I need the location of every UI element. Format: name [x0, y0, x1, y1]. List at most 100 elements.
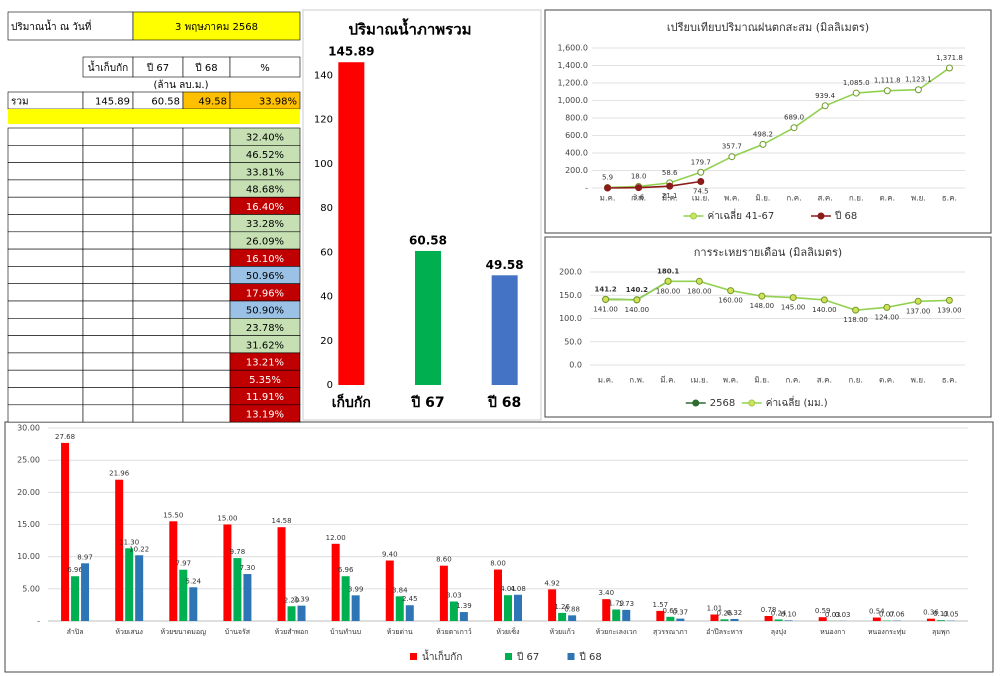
value-label: 140.00 [625, 306, 650, 314]
table-value: 0.03 [158, 375, 180, 386]
x-tick-label: ก.ค. [785, 376, 800, 385]
value-label: 8.00 [490, 560, 506, 568]
value-label: 0.65 [663, 607, 679, 615]
table-cell [229, 404, 301, 423]
table-value: 17.96% [246, 288, 284, 299]
value-label: 8.97 [77, 553, 93, 561]
point [697, 177, 705, 185]
x-tick-label: มี.ค. [662, 194, 678, 203]
bar [338, 62, 365, 385]
chart-title: การระเหยรายเดือน (มิลลิเมตร) [694, 246, 842, 259]
point [883, 303, 891, 311]
value-label: 74.5 [693, 187, 709, 195]
bar [287, 606, 296, 621]
value-label: 5.24 [185, 577, 201, 585]
value-label: 3.40 [598, 589, 614, 597]
table-value: 0.65 [158, 323, 180, 334]
y-tick-label: 1,400.0 [557, 61, 588, 70]
row-name: ห้วยตาเกาว์ [11, 253, 62, 265]
y-tick-label: 20.00 [17, 488, 40, 497]
unit-label: (ล้าน ลบ.ม.) [154, 79, 209, 91]
table-value: 23.78% [246, 323, 284, 334]
value-label: 4.01 [500, 585, 516, 593]
table-value: 13.21% [246, 358, 284, 369]
y-tick-label: - [585, 184, 588, 193]
x-tick-label: ลุมพุก [932, 628, 950, 636]
value-label: 6.96 [67, 566, 83, 574]
value-label: 0.05 [943, 611, 959, 619]
bar [81, 563, 90, 621]
bar [548, 589, 557, 621]
x-tick-label: ห้วยแก้ว [549, 628, 574, 636]
point [695, 277, 703, 285]
table-value: 3.03 [158, 254, 180, 265]
row-name: ลุงปุง [11, 358, 33, 369]
x-tick-label: ห้วยกะเลงเวก [596, 628, 637, 636]
table-value: 9.78 [158, 185, 180, 196]
y-tick-label: 20 [320, 336, 333, 347]
table-value: 11.30 [151, 150, 180, 161]
y-tick-label: 0 [327, 380, 333, 391]
y-tick-label: 150.0 [559, 291, 582, 300]
table-value: 0.05 [205, 409, 227, 420]
table-value: 1.73 [205, 306, 227, 317]
table-value: 1.01 [108, 340, 130, 351]
row-name: หนองกา [11, 375, 47, 386]
legend-label: ค่าเฉลี่ย 41-67 [708, 208, 775, 222]
table-value: 1.57 [108, 323, 130, 334]
table-value: 27.68 [101, 133, 130, 144]
point [914, 297, 922, 305]
bar [656, 610, 665, 621]
value-label: 2.29 [284, 596, 300, 604]
x-tick-label: ลุงปุง [771, 628, 787, 636]
point [758, 292, 766, 300]
y-tick-label: 0.0 [569, 361, 582, 370]
x-tick-label: บ้านจรัส [225, 628, 251, 636]
bar [189, 587, 198, 621]
x-tick-label: พ.ย. [911, 376, 926, 385]
line [607, 67, 950, 189]
row-name: ลุมพุก [11, 409, 36, 420]
value-label: 7.30 [240, 564, 256, 572]
value-label: 18.0 [631, 172, 647, 180]
value-label: 180.00 [687, 287, 712, 295]
table-value: 0.88 [205, 288, 227, 299]
table-value: 1.26 [158, 288, 180, 299]
bar [415, 250, 441, 385]
total-cell: รวม [11, 97, 29, 108]
value-label: 58.6 [662, 169, 678, 177]
table-value: 46.52% [246, 150, 284, 161]
table-value: 12.00 [101, 219, 130, 230]
value-label: 5.9 [602, 173, 613, 181]
table-value: 7.97 [158, 167, 180, 178]
table-date: 3 พฤษภาคม 2568 [175, 22, 258, 33]
x-tick-label: หนองกระทุ่ม [868, 628, 906, 636]
table-value: 3.84 [158, 236, 180, 247]
point [820, 296, 828, 304]
value-label: 4.08 [510, 585, 526, 593]
point [914, 86, 922, 94]
x-tick-label: ห้วยเซ็ง [496, 627, 519, 636]
row-name: หนองกระทุ่ม [11, 392, 65, 403]
value-label: 118.00 [843, 316, 868, 324]
value-label: 0.03 [835, 611, 851, 619]
value-label: 2.39 [294, 596, 310, 604]
bar [514, 594, 522, 621]
table-value: 11.91% [246, 392, 284, 403]
y-tick-label: 100.0 [559, 314, 582, 323]
y-tick-label: 120 [314, 115, 333, 126]
value-label: 27.68 [55, 433, 75, 441]
x-tick-label: ต.ค. [879, 194, 895, 203]
bar [494, 569, 502, 621]
value-label: 6.96 [338, 566, 354, 574]
bar [926, 618, 935, 621]
table-value: 0.32 [205, 340, 227, 351]
value-label: 124.00 [875, 313, 900, 321]
table-value: 32.40% [246, 133, 284, 144]
x-tick-label: ก.ย. [849, 194, 864, 203]
bar [818, 617, 827, 621]
table-value: 0.13 [158, 409, 180, 420]
table-value: 15.00 [101, 185, 130, 196]
table-value: 33.81% [246, 167, 284, 178]
table-value: 1.79 [158, 306, 180, 317]
